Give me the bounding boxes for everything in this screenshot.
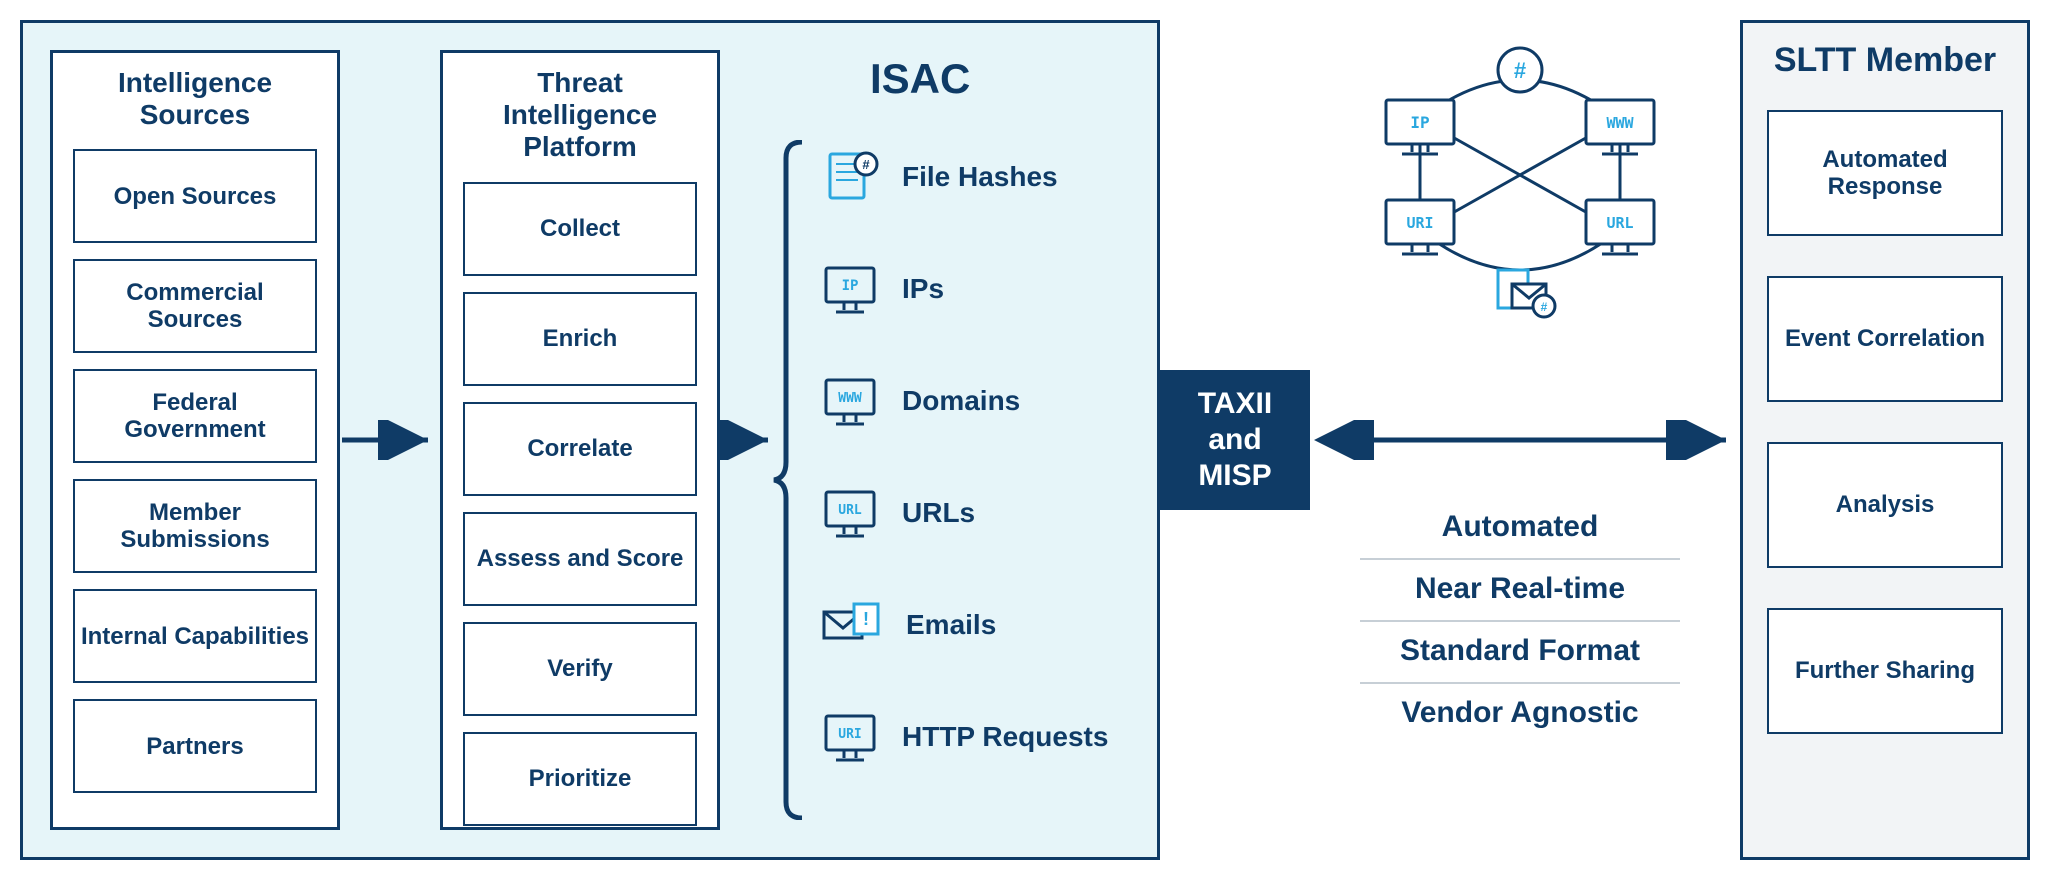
svg-text:WWW: WWW <box>838 391 862 406</box>
indicator-row: URL URLs <box>820 486 975 540</box>
sltt-title: SLTT Member <box>1767 41 2003 80</box>
svg-text:URI: URI <box>1406 214 1433 232</box>
arrow-platform-to-indicators <box>720 420 780 460</box>
platform-item: Collect <box>463 182 697 276</box>
ip-icon: IP <box>820 262 880 316</box>
source-item: Federal Government <box>73 369 317 463</box>
source-item: Partners <box>73 699 317 793</box>
indicator-row: ! Emails <box>820 598 996 652</box>
indicator-label: IPs <box>902 273 944 305</box>
platform-item: Assess and Score <box>463 512 697 606</box>
indicator-label: HTTP Requests <box>902 721 1108 753</box>
svg-text:URL: URL <box>838 503 862 518</box>
indicator-label: URLs <box>902 497 975 529</box>
sltt-item: Analysis <box>1767 442 2003 568</box>
intel-network-icon: # # IP WWW URI URL <box>1330 30 1710 350</box>
indicator-label: Emails <box>906 609 996 641</box>
platform-item: Verify <box>463 622 697 716</box>
domain-icon: WWW <box>820 374 880 428</box>
indicator-label: File Hashes <box>902 161 1058 193</box>
feature-text: Standard Format <box>1340 634 1700 668</box>
svg-text:#: # <box>1514 58 1526 83</box>
url-icon: URL <box>820 486 880 540</box>
platform-item: Prioritize <box>463 732 697 826</box>
feature-text: Vendor Agnostic <box>1340 696 1700 730</box>
svg-text:IP: IP <box>842 278 859 294</box>
source-item: Member Submissions <box>73 479 317 573</box>
bracket <box>772 140 808 820</box>
divider <box>1360 558 1680 560</box>
uri-icon: URI <box>820 710 880 764</box>
svg-text:!: ! <box>863 609 869 629</box>
platform-item: Correlate <box>463 402 697 496</box>
svg-text:IP: IP <box>1410 113 1429 132</box>
divider <box>1360 682 1680 684</box>
divider <box>1360 620 1680 622</box>
svg-text:WWW: WWW <box>1606 114 1634 132</box>
feature-text: Near Real-time <box>1340 572 1700 606</box>
sltt-item: Automated Response <box>1767 110 2003 236</box>
sltt-panel: SLTT Member Automated Response Event Cor… <box>1740 20 2030 860</box>
isac-title: ISAC <box>870 55 970 103</box>
svg-text:URL: URL <box>1606 214 1633 232</box>
svg-text:URI: URI <box>838 727 861 742</box>
svg-text:#: # <box>1541 300 1548 314</box>
indicator-row: IP IPs <box>820 262 944 316</box>
arrow-bidirectional <box>1310 420 1740 460</box>
transport-box: TAXII and MISP <box>1160 370 1310 510</box>
source-item: Internal Capabilities <box>73 589 317 683</box>
sltt-item: Further Sharing <box>1767 608 2003 734</box>
source-item: Open Sources <box>73 149 317 243</box>
indicator-row: WWW Domains <box>820 374 1020 428</box>
source-item: Commercial Sources <box>73 259 317 353</box>
feature-text: Automated <box>1340 510 1700 544</box>
sltt-item: Event Correlation <box>1767 276 2003 402</box>
indicator-row: URI HTTP Requests <box>820 710 1108 764</box>
platform-item: Enrich <box>463 292 697 386</box>
email-icon: ! <box>820 598 884 652</box>
platform-column: Threat Intelligence Platform Collect Enr… <box>440 50 720 830</box>
sources-column: Intelligence Sources Open Sources Commer… <box>50 50 340 830</box>
svg-text:#: # <box>862 157 870 172</box>
indicator-row: # File Hashes <box>820 150 1058 204</box>
sources-title: Intelligence Sources <box>73 67 317 131</box>
arrow-sources-to-platform <box>340 420 440 460</box>
file-hash-icon: # <box>820 150 880 204</box>
platform-title: Threat Intelligence Platform <box>463 67 697 164</box>
indicator-label: Domains <box>902 385 1020 417</box>
